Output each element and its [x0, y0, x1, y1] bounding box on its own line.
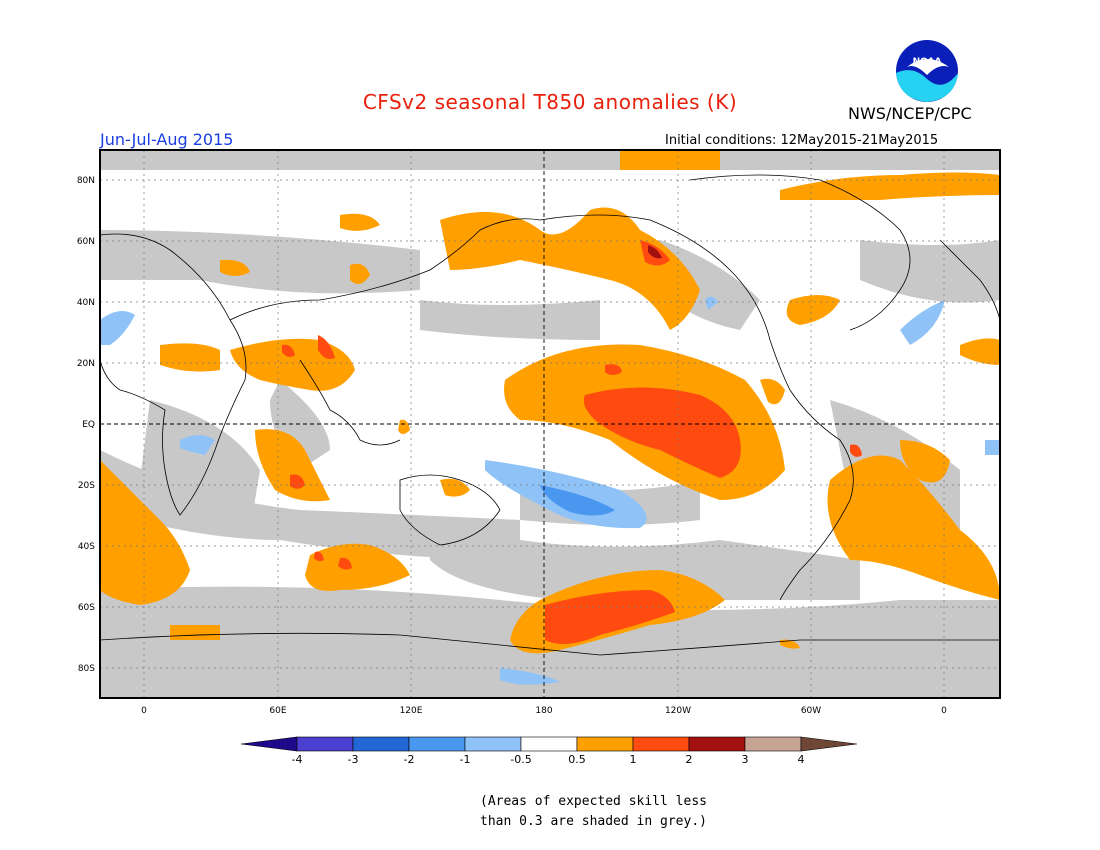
lat-label: 40S	[78, 542, 95, 552]
noaa-logo: NOAA	[894, 38, 960, 104]
lat-label: 60N	[77, 237, 95, 247]
footnote-line: than 0.3 are shaded in grey.)	[480, 814, 707, 829]
lat-label: 20S	[78, 481, 95, 491]
latitude-labels: 80N 60N 40N 20N EQ 20S 40S 60S 80S	[77, 176, 95, 674]
cool-anomaly-medium	[540, 485, 615, 516]
lat-label: 60S	[78, 603, 95, 613]
skill-footnote: (Areas of expected skill less than 0.3 a…	[480, 792, 707, 832]
colorbar-swatch	[744, 736, 802, 752]
graticule	[100, 150, 1000, 698]
footnote-line: (Areas of expected skill less	[480, 794, 707, 809]
map-frame	[99, 149, 1001, 699]
lat-label: EQ	[82, 420, 95, 430]
reference-lines	[100, 150, 1000, 698]
period-label: Jun-Jul-Aug 2015	[100, 130, 234, 149]
colorbar-swatch	[688, 736, 746, 752]
lon-label: 0	[941, 706, 947, 716]
lon-label: 60W	[801, 706, 821, 716]
colorbar-swatches	[240, 736, 858, 752]
coastlines	[100, 174, 1000, 656]
colorbar-labels: -4 -3 -2 -1 -0.5 0.5 1 2 3 4	[292, 753, 805, 766]
colorbar-swatch	[520, 736, 578, 752]
colorbar-tick-label: 4	[798, 753, 805, 766]
lat-label: 80S	[78, 664, 95, 674]
map-title: CFSv2 seasonal T850 anomalies (K)	[362, 90, 738, 114]
colorbar-arrow-low	[240, 736, 298, 752]
lat-label: 20N	[77, 359, 95, 369]
colorbar-tick-label: -4	[292, 753, 303, 766]
warm-anomaly-very-strong	[648, 245, 662, 259]
colorbar-tick-label: -2	[404, 753, 415, 766]
colorbar-tick-label: -1	[460, 753, 471, 766]
colorbar-tick-label: 2	[686, 753, 693, 766]
lon-label: 120W	[665, 706, 691, 716]
colorbar-arrow-high	[800, 736, 858, 752]
colorbar-swatch	[408, 736, 466, 752]
agency-label: NWS/NCEP/CPC	[848, 104, 972, 123]
colorbar-tick-label: 1	[630, 753, 637, 766]
lon-label: 60E	[269, 706, 286, 716]
initial-conditions-label: Initial conditions: 12May2015-21May2015	[665, 133, 939, 148]
lon-label: 120E	[400, 706, 423, 716]
colorbar-swatch	[352, 736, 410, 752]
lat-label: 40N	[77, 298, 95, 308]
colorbar-tick-label: 0.5	[568, 753, 586, 766]
longitude-labels: 0 60E 120E 180 120W 60W 0	[141, 706, 947, 716]
colorbar-swatch	[296, 736, 354, 752]
colorbar-swatch	[632, 736, 690, 752]
colorbar-tick-label: 3	[742, 753, 749, 766]
warm-anomaly-strong	[282, 240, 862, 644]
lat-label: 80N	[77, 176, 95, 186]
colorbar-tick-label: -0.5	[510, 753, 531, 766]
colorbar-swatch	[576, 736, 634, 752]
noaa-logo-text: NOAA	[913, 57, 942, 67]
lon-label: 180	[535, 706, 552, 716]
colorbar-tick-label: -3	[348, 753, 359, 766]
lon-label: 0	[141, 706, 147, 716]
colorbar-swatch	[464, 736, 522, 752]
